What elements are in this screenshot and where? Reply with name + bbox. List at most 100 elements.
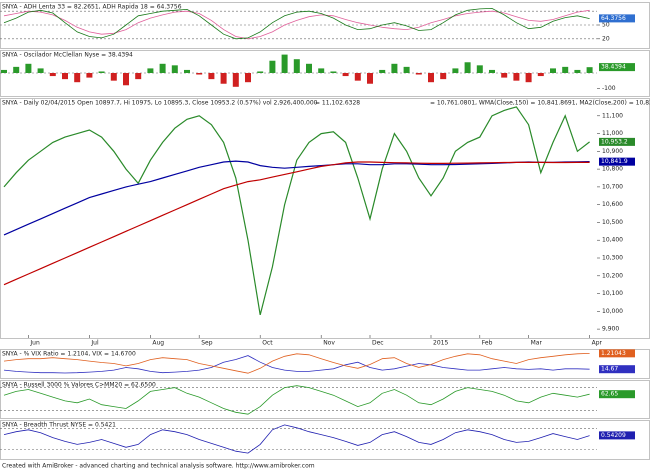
bar bbox=[37, 68, 44, 73]
bar bbox=[525, 73, 532, 83]
value-marker bbox=[599, 390, 635, 399]
bar bbox=[476, 65, 483, 73]
bar bbox=[354, 73, 361, 81]
bar bbox=[232, 73, 239, 87]
annotation: = 10,761.0801, WMA(Close,150) = 10,841.8… bbox=[430, 100, 650, 107]
bar bbox=[110, 73, 117, 81]
pane-title: SNYA - ADH Lenta 33 = 82.2651, ADH Rapid… bbox=[2, 4, 182, 11]
y-tick-label: -100 bbox=[602, 85, 616, 92]
series-line bbox=[3, 424, 590, 454]
bar bbox=[428, 73, 434, 83]
bar bbox=[159, 63, 166, 73]
value-marker bbox=[599, 431, 635, 440]
pane-title: SNYA - Russell 3000 % Valores C>MM20 = 6… bbox=[2, 382, 156, 389]
x-tick-label: Feb bbox=[482, 340, 493, 347]
bar bbox=[13, 66, 20, 73]
pane-title: SNYA - Breadth Thrust NYSE = 0.5421 bbox=[2, 422, 116, 429]
bar bbox=[318, 68, 325, 73]
y-tick-label: 11,100 bbox=[602, 112, 623, 119]
bar bbox=[147, 68, 154, 73]
bar bbox=[220, 73, 227, 84]
bar bbox=[25, 63, 32, 73]
y-tick-label: 10,400 bbox=[602, 237, 623, 244]
value-marker bbox=[599, 137, 635, 146]
x-tick-label: Jul bbox=[90, 340, 99, 347]
bar bbox=[452, 68, 459, 73]
value-marker-label: 10,841.9 bbox=[601, 158, 628, 165]
bar bbox=[330, 71, 337, 73]
bar bbox=[208, 73, 215, 80]
bar bbox=[440, 73, 447, 80]
y-tick-label: 10,900 bbox=[602, 148, 623, 155]
series-line bbox=[3, 385, 590, 415]
bar bbox=[391, 63, 398, 73]
x-tick-label: Oct bbox=[262, 340, 273, 347]
bar bbox=[281, 54, 288, 73]
bar bbox=[62, 73, 68, 80]
bar bbox=[49, 73, 56, 77]
value-marker bbox=[599, 63, 635, 72]
bar bbox=[550, 68, 556, 73]
y-tick-label: 10,800 bbox=[602, 166, 623, 173]
bar bbox=[245, 73, 251, 83]
value-marker-label: 64.3756 bbox=[601, 15, 626, 22]
x-tick-label: 2015 bbox=[433, 340, 448, 347]
value-marker-label: 14.67 bbox=[601, 366, 618, 373]
y-tick-label: 20 bbox=[602, 35, 610, 42]
bar bbox=[415, 73, 422, 75]
y-tick-label: 50 bbox=[602, 22, 610, 29]
y-tick-label: 10,700 bbox=[602, 183, 623, 190]
series-line bbox=[3, 7, 590, 40]
series-line bbox=[3, 161, 590, 286]
series-line bbox=[3, 160, 590, 236]
y-tick-label: 9,900 bbox=[602, 326, 619, 333]
bar bbox=[135, 73, 142, 80]
bar bbox=[367, 73, 373, 84]
y-tick-label: 10,100 bbox=[602, 290, 623, 297]
y-tick-label: 10,000 bbox=[602, 308, 623, 315]
x-tick-label: Sep bbox=[201, 340, 213, 347]
y2-tick-label: 1.21043 bbox=[601, 350, 626, 357]
value-marker bbox=[599, 14, 635, 23]
x-tick-label: Aug bbox=[152, 340, 164, 347]
series-line bbox=[3, 353, 590, 374]
value-marker bbox=[599, 157, 635, 166]
footer: Created with AmiBroker - advanced charti… bbox=[2, 463, 315, 470]
y-tick-label: 10,600 bbox=[602, 201, 623, 208]
bar bbox=[306, 63, 312, 73]
bar bbox=[501, 73, 508, 78]
bar bbox=[489, 69, 495, 73]
value-marker-label: 62.65 bbox=[601, 391, 618, 398]
bar bbox=[123, 73, 129, 86]
pane-title: SNYA - Oscilador McClellan Nyse = 38.439… bbox=[2, 52, 133, 59]
bar bbox=[379, 69, 386, 73]
value-marker-label: 10,953.2 bbox=[601, 138, 628, 145]
bar bbox=[464, 62, 471, 73]
bar bbox=[574, 69, 581, 73]
bar bbox=[403, 66, 410, 73]
bar bbox=[342, 73, 349, 77]
bar bbox=[74, 73, 81, 83]
bar bbox=[1, 69, 7, 73]
x-tick-label: Jun bbox=[29, 340, 40, 347]
bar bbox=[86, 73, 93, 78]
bar bbox=[184, 69, 190, 73]
series-line bbox=[3, 9, 590, 40]
value-marker-label: 38.4394 bbox=[601, 64, 626, 71]
pane-title: SNYA - % VIX Ratio = 1.2104, VIX = 14.67… bbox=[2, 351, 136, 358]
x-tick-label: Dec bbox=[372, 340, 384, 347]
y-tick-label: 10,500 bbox=[602, 219, 623, 226]
value-marker-label: 0.54209 bbox=[601, 432, 626, 439]
bar bbox=[269, 60, 276, 73]
x-tick-label: Apr bbox=[592, 340, 603, 347]
series-line bbox=[3, 355, 590, 374]
bar bbox=[513, 73, 520, 81]
value-marker bbox=[599, 365, 635, 374]
bar bbox=[293, 59, 300, 73]
bar bbox=[562, 66, 569, 73]
pane-title: SNYA - Daily 02/04/2015 Open 10897.7, Hi… bbox=[2, 100, 318, 107]
y-tick-label: 11,000 bbox=[602, 130, 623, 137]
y-tick-label: 10,200 bbox=[602, 272, 623, 279]
bar bbox=[257, 71, 264, 73]
